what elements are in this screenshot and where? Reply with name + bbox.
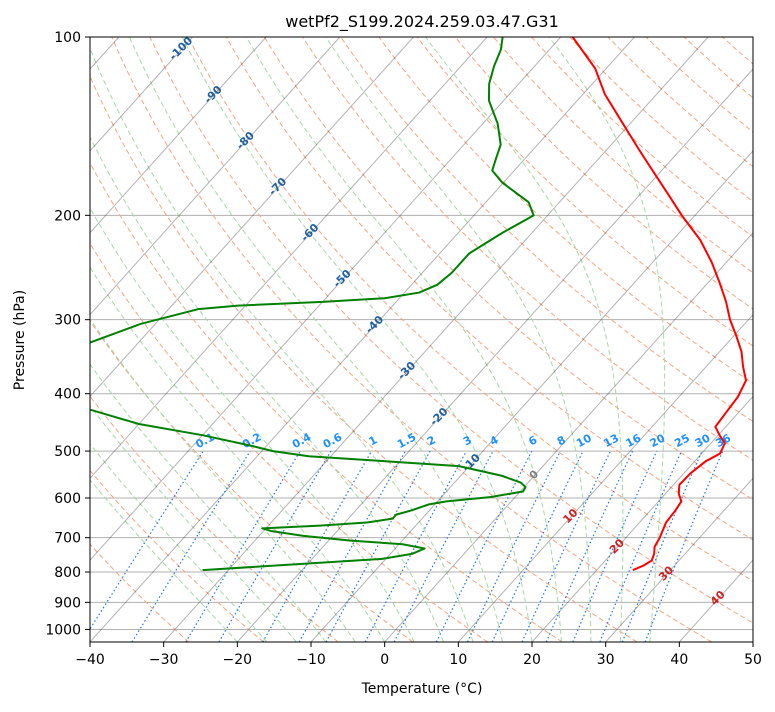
x-tick-label: 20 <box>523 652 541 668</box>
y-tick-label: 500 <box>54 444 81 460</box>
y-tick-label: 800 <box>54 565 81 581</box>
y-tick-label: 1000 <box>45 622 81 638</box>
y-tick-label: 700 <box>54 531 81 547</box>
x-tick-label: −30 <box>149 652 179 668</box>
x-tick-label: 40 <box>670 652 688 668</box>
x-axis-label: Temperature (°C) <box>361 681 483 697</box>
x-tick-label: −10 <box>296 652 326 668</box>
y-tick-label: 100 <box>54 30 81 46</box>
y-axis-label: Pressure (hPa) <box>12 290 28 390</box>
x-tick-label: 50 <box>744 652 762 668</box>
x-tick-label: 0 <box>380 652 389 668</box>
x-tick-label: 30 <box>597 652 615 668</box>
y-tick-label: 200 <box>54 208 81 224</box>
x-tick-label: 10 <box>449 652 467 668</box>
x-tick-label: −20 <box>223 652 253 668</box>
y-tick-label: 900 <box>54 595 81 611</box>
x-tick-label: −40 <box>75 652 105 668</box>
y-tick-label: 600 <box>54 491 81 507</box>
y-tick-label: 300 <box>54 313 81 329</box>
y-tick-label: 400 <box>54 387 81 403</box>
chart-title: wetPf2_S199.2024.259.03.47.G31 <box>285 12 559 32</box>
